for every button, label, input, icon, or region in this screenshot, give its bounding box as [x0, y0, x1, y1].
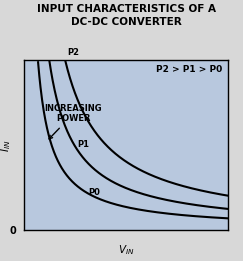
Text: INPUT CHARACTERISTICS OF A: INPUT CHARACTERISTICS OF A	[37, 4, 216, 14]
Text: DC-DC CONVERTER: DC-DC CONVERTER	[71, 17, 182, 27]
Text: INCREASING
POWER: INCREASING POWER	[44, 104, 102, 139]
Text: P0: P0	[88, 188, 100, 197]
Text: 0: 0	[10, 226, 17, 236]
Text: $I_{IN}$: $I_{IN}$	[0, 140, 13, 152]
Text: P2: P2	[67, 48, 79, 57]
Text: P1: P1	[77, 140, 89, 149]
Text: $V_{IN}$: $V_{IN}$	[118, 244, 135, 257]
Text: P2 > P1 > P0: P2 > P1 > P0	[156, 65, 222, 74]
